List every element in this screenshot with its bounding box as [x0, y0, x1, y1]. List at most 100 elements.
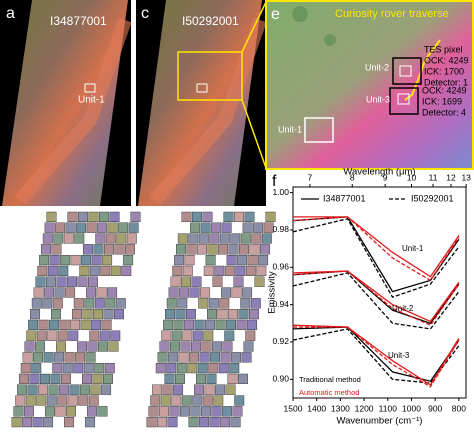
tile — [167, 417, 178, 428]
tile — [44, 287, 55, 298]
tile — [181, 276, 191, 287]
tile — [148, 406, 159, 417]
tile — [102, 254, 113, 266]
tile — [245, 330, 256, 341]
tile — [206, 309, 217, 320]
zoom-box — [177, 51, 243, 101]
tile — [103, 309, 114, 320]
tile — [236, 319, 247, 331]
tile — [27, 384, 38, 395]
x-tick-label: 1400 — [307, 403, 326, 413]
tile — [63, 233, 74, 244]
legend-label: Automatic method — [299, 388, 359, 397]
tile — [194, 384, 205, 395]
tile — [86, 406, 97, 417]
tile — [33, 352, 44, 363]
tile — [242, 222, 253, 233]
tile — [47, 265, 58, 277]
tile — [224, 330, 235, 341]
series-line — [292, 216, 460, 282]
tile — [175, 309, 186, 320]
image-feature — [149, 17, 267, 205]
tile — [205, 319, 216, 331]
tile — [234, 395, 245, 406]
tes-label: OCK: 4249 — [424, 55, 469, 65]
tile — [240, 233, 251, 244]
tile — [43, 352, 54, 363]
tile — [41, 244, 51, 255]
tile — [52, 363, 63, 374]
tile — [176, 244, 186, 255]
tile — [105, 233, 116, 244]
tile — [54, 287, 65, 298]
tile — [46, 276, 56, 287]
tile — [238, 309, 249, 320]
tile — [194, 319, 205, 331]
tile — [204, 384, 215, 395]
tile — [223, 211, 234, 223]
tile — [80, 319, 91, 331]
tile — [94, 363, 105, 374]
tile — [198, 233, 209, 244]
tile — [203, 330, 214, 341]
x-tick-label: 1200 — [355, 403, 374, 413]
tile — [29, 309, 40, 320]
tile — [46, 395, 57, 406]
tile — [177, 233, 188, 244]
tile — [214, 265, 225, 277]
tile — [77, 276, 88, 287]
tile — [92, 373, 103, 385]
tile — [184, 319, 195, 331]
tile — [195, 373, 206, 385]
tes-pixel — [389, 87, 419, 115]
tile — [69, 384, 80, 395]
tile — [55, 341, 66, 352]
tile — [105, 298, 116, 309]
panel-label: e — [271, 6, 280, 23]
mosaic — [11, 211, 141, 428]
tile — [172, 265, 183, 277]
tile — [253, 222, 264, 233]
tile — [164, 373, 175, 385]
tile — [215, 319, 226, 331]
tile — [34, 341, 45, 352]
tile — [59, 384, 70, 395]
tile — [192, 211, 202, 223]
tile — [110, 330, 121, 341]
tile — [36, 330, 47, 341]
plot-frame — [292, 186, 467, 399]
tile — [190, 341, 201, 352]
tile — [189, 287, 200, 298]
tile — [37, 265, 48, 277]
tile — [86, 287, 97, 298]
tile — [202, 395, 213, 406]
tile — [170, 276, 181, 287]
legend-label: I34877001 — [323, 193, 366, 203]
tile — [26, 330, 37, 341]
tile — [189, 352, 200, 363]
tile — [210, 352, 221, 363]
tile — [88, 395, 99, 406]
tile — [35, 276, 46, 287]
x-tick-label: 1000 — [402, 403, 421, 413]
unit-label: Unit-2 — [365, 62, 389, 72]
x2-tick-label: 12 — [446, 172, 456, 182]
panel-label: c — [141, 5, 149, 22]
tile — [55, 222, 66, 233]
tile — [190, 222, 201, 233]
tile — [234, 211, 244, 223]
tile — [100, 265, 111, 277]
tile — [68, 330, 79, 341]
tile — [81, 373, 92, 385]
tile — [220, 352, 231, 363]
tile — [55, 406, 66, 417]
x2-tick-label: 10 — [407, 172, 417, 182]
tile — [82, 309, 93, 320]
tile — [176, 363, 187, 374]
tile — [28, 319, 39, 331]
tile — [206, 373, 217, 385]
tile — [79, 265, 90, 277]
tile — [233, 276, 244, 287]
tile — [49, 254, 60, 266]
tile — [228, 244, 239, 255]
